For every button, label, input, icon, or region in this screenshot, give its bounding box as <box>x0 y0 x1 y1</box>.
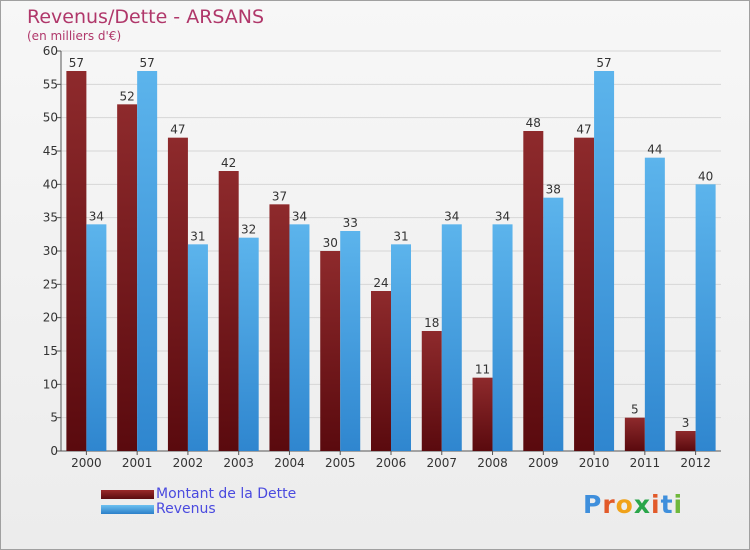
bar-dette <box>675 431 696 451</box>
data-label: 40 <box>698 169 713 183</box>
data-label: 31 <box>190 229 205 243</box>
data-label: 42 <box>221 156 236 170</box>
y-tick-label: 35 <box>43 211 58 225</box>
x-tick-label: 2000 <box>71 456 102 470</box>
bar-dette <box>320 251 341 451</box>
data-label: 34 <box>495 209 510 223</box>
x-tick-label: 2012 <box>680 456 711 470</box>
legend-label-dette: Montant de la Dette <box>156 486 297 502</box>
data-label: 57 <box>596 56 611 70</box>
bar-revenus <box>695 184 716 452</box>
bar-dette <box>117 104 138 451</box>
bar-revenus <box>340 231 361 451</box>
x-tick-label: 2009 <box>528 456 559 470</box>
data-label: 47 <box>576 123 591 137</box>
y-tick-label: 10 <box>43 377 58 391</box>
data-label: 24 <box>373 276 388 290</box>
x-tick-label: 2001 <box>122 456 153 470</box>
x-tick-label: 2005 <box>325 456 356 470</box>
y-tick-label: 15 <box>43 344 58 358</box>
proxiti-logo-letter: o <box>615 490 634 519</box>
bar-revenus <box>137 71 158 451</box>
data-label: 5 <box>631 403 639 417</box>
bar-dette <box>523 131 544 451</box>
chart-title: Revenus/Dette - ARSANS <box>27 6 265 28</box>
data-label: 34 <box>444 209 459 223</box>
x-tick-label: 2003 <box>223 456 254 470</box>
proxiti-logo-letter: i <box>673 490 684 519</box>
x-tick-label: 2006 <box>376 456 407 470</box>
bar-dette <box>421 331 442 451</box>
bar-revenus <box>644 157 665 451</box>
bar-dette <box>66 71 87 451</box>
x-tick-label: 2011 <box>630 456 661 470</box>
bar-revenus <box>441 224 462 451</box>
proxiti-logo-letter: P <box>583 490 603 519</box>
bar-dette <box>167 137 188 451</box>
data-label: 31 <box>393 229 408 243</box>
bar-dette <box>574 137 595 451</box>
bar-revenus <box>543 197 564 451</box>
y-tick-label: 5 <box>50 411 58 425</box>
y-tick-label: 30 <box>43 244 58 258</box>
data-label: 37 <box>272 189 287 203</box>
y-tick-label: 50 <box>43 111 58 125</box>
data-label: 57 <box>69 56 84 70</box>
data-label: 33 <box>343 216 358 230</box>
bar-revenus <box>391 244 411 451</box>
x-tick-label: 2010 <box>579 456 610 470</box>
data-label: 34 <box>292 209 307 223</box>
data-label: 38 <box>546 183 561 197</box>
y-tick-label: 60 <box>43 44 58 58</box>
data-label: 3 <box>682 416 690 430</box>
data-label: 32 <box>241 223 256 237</box>
proxiti-logo-letter: t <box>660 490 674 519</box>
data-label: 18 <box>424 316 439 330</box>
y-tick-label: 40 <box>43 177 58 191</box>
data-label: 30 <box>323 236 338 250</box>
bar-dette <box>269 204 290 451</box>
bar-dette <box>624 417 645 451</box>
proxiti-logo-letter: x <box>633 490 651 519</box>
data-label: 34 <box>89 209 104 223</box>
bar-revenus <box>187 244 208 451</box>
data-label: 11 <box>475 363 490 377</box>
proxiti-logo-letter: i <box>651 490 661 519</box>
y-tick-label: 45 <box>43 144 58 158</box>
x-tick-label: 2008 <box>477 456 508 470</box>
bar-revenus <box>86 224 107 451</box>
data-label: 44 <box>647 143 662 157</box>
proxiti-logo: Proxiti <box>583 490 683 519</box>
chart-subtitle: (en milliers d'€) <box>27 29 122 43</box>
legend-label-revenus: Revenus <box>156 501 216 517</box>
bar-revenus <box>289 224 310 451</box>
legend-swatch-revenus <box>101 504 154 514</box>
bar-dette <box>472 377 493 451</box>
proxiti-logo-letter: r <box>602 490 616 519</box>
legend-item-dette: Montant de la Dette <box>101 486 297 502</box>
legend-swatch-dette <box>101 489 154 499</box>
y-tick-label: 55 <box>43 77 58 91</box>
data-label: 48 <box>526 116 541 130</box>
y-tick-label: 20 <box>43 311 58 325</box>
legend-item-revenus: Revenus <box>101 501 216 517</box>
bar-revenus <box>594 71 615 451</box>
y-tick-label: 25 <box>43 277 58 291</box>
data-label: 57 <box>140 56 155 70</box>
data-label: 52 <box>120 89 135 103</box>
y-tick-label: 0 <box>50 444 58 458</box>
bar-revenus <box>492 224 513 451</box>
x-tick-label: 2007 <box>426 456 457 470</box>
bar-revenus <box>238 237 259 451</box>
x-tick-label: 2002 <box>173 456 204 470</box>
bar-dette <box>371 291 391 451</box>
bar-dette <box>218 171 239 451</box>
x-tick-label: 2004 <box>274 456 305 470</box>
data-label: 47 <box>170 123 185 137</box>
